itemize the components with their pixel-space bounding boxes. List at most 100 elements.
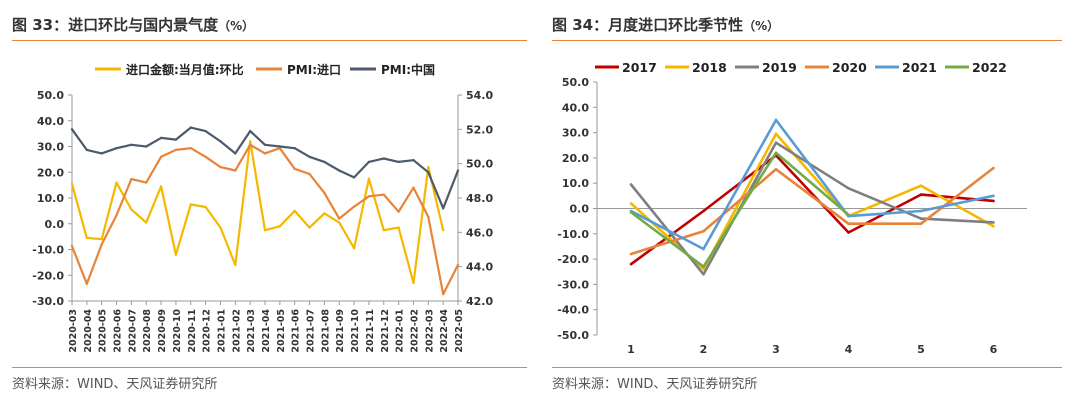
x-tick-label: 2021-02	[231, 309, 242, 353]
data-point	[992, 166, 995, 170]
data-point	[702, 272, 705, 276]
legend-label: 2021	[902, 60, 937, 75]
data-point	[115, 181, 118, 184]
x-tick-label: 2020-09	[157, 309, 168, 353]
data-point	[397, 160, 400, 164]
data-point	[367, 177, 371, 180]
data-point	[174, 253, 178, 256]
x-tick-label: 2021-07	[306, 309, 317, 353]
data-point	[847, 231, 850, 234]
data-point	[702, 265, 705, 268]
data-point	[441, 207, 445, 210]
data-point	[130, 177, 133, 181]
legend-label: 2020	[832, 60, 867, 75]
data-point	[629, 252, 633, 256]
data-point	[338, 169, 341, 172]
data-point	[412, 186, 415, 189]
series-line-2019	[629, 141, 994, 276]
data-point	[919, 209, 923, 213]
data-point	[115, 213, 118, 217]
y-tick-label: -50.0	[557, 329, 589, 342]
right-y-tick-label: 50.0	[466, 158, 493, 171]
right-figure-panel: 图 34：月度进口环比季节性（%） 50.0 40.0 30.0 20.0 10.0 0.…	[540, 0, 1080, 404]
data-point	[159, 136, 163, 140]
data-point	[847, 222, 850, 225]
data-point	[382, 228, 385, 232]
data-point	[174, 148, 178, 152]
data-point	[219, 226, 222, 229]
data-point	[992, 194, 995, 198]
data-point	[992, 221, 995, 224]
series-line-2022	[630, 151, 850, 268]
data-point	[234, 169, 237, 172]
figure-33-title-text: 图 33：进口环比与国内景气度	[12, 16, 219, 34]
data-point	[204, 205, 207, 209]
x-tick-label: 3	[772, 343, 780, 356]
data-point	[85, 282, 89, 286]
series-line-series-left	[70, 140, 445, 285]
x-tick-label: 2022-02	[409, 309, 420, 353]
data-point	[159, 185, 163, 188]
data-point	[100, 152, 103, 155]
data-point	[847, 186, 850, 190]
data-point	[70, 244, 74, 248]
x-tick-label: 2020-04	[83, 309, 94, 353]
data-point	[397, 226, 400, 229]
data-point	[293, 167, 296, 171]
data-point	[130, 208, 133, 211]
data-point	[234, 263, 237, 267]
data-point	[100, 243, 103, 246]
y-tick-label: -10.0	[557, 228, 589, 241]
y-tick-label: 40.0	[562, 101, 589, 114]
x-tick-label: 2022-03	[424, 309, 435, 353]
right-y-tick-label: 52.0	[466, 123, 493, 136]
legend-label: 2017	[622, 60, 657, 75]
y-tick-label: 50.0	[562, 76, 589, 89]
right-y-tick-label: 42.0	[466, 295, 493, 308]
data-point	[130, 143, 133, 146]
data-point	[323, 212, 326, 215]
data-point	[293, 147, 296, 150]
figure-34-source: 资料来源：WIND、天风证券研究所	[552, 377, 758, 392]
x-tick-label: 2021-01	[216, 309, 227, 353]
left-y-tick-label: 40.0	[37, 115, 64, 128]
import-mom-seasonality-chart: 50.0 40.0 30.0 20.0 10.0 0.0 -10.0 -20.0 -30.0 -4…	[557, 60, 1027, 356]
x-tick-label: 2022-04	[439, 309, 450, 353]
figure-34-title: 图 34：月度进口环比季节性（%）	[552, 14, 779, 35]
data-point	[323, 160, 326, 164]
data-point	[774, 141, 778, 145]
data-point	[352, 176, 356, 179]
data-point	[278, 225, 282, 228]
y-tick-label: -40.0	[557, 304, 589, 317]
data-point	[70, 128, 74, 131]
source-rule	[552, 367, 1062, 368]
left-y-tick-label: -20.0	[32, 269, 64, 282]
data-point	[85, 236, 89, 240]
data-point	[397, 210, 400, 213]
left-y-tick-label: -30.0	[32, 295, 64, 308]
data-point	[382, 193, 385, 196]
left-y-tick-label: 0.0	[45, 218, 65, 231]
data-point	[308, 172, 311, 176]
data-point	[412, 159, 415, 162]
x-tick-label: 2	[700, 343, 708, 356]
figure-33-title: 图 33：进口环比与国内景气度（%）	[12, 14, 254, 35]
x-tick-label: 2021-08	[320, 309, 331, 353]
figure-33-source: 资料来源：WIND、天风证券研究所	[12, 377, 218, 392]
data-point	[919, 193, 923, 196]
legend-label: 2018	[692, 60, 727, 75]
figure-33-title-unit: （%）	[218, 19, 255, 33]
title-rule	[552, 40, 1062, 41]
y-tick-label: 30.0	[562, 127, 589, 140]
data-point	[115, 147, 118, 150]
data-point	[293, 209, 296, 213]
data-point	[702, 229, 705, 233]
data-point	[774, 167, 778, 171]
series-line-pmi-right	[71, 126, 460, 210]
x-tick-label: 2021-11	[365, 309, 376, 353]
data-point	[774, 118, 778, 122]
x-tick-label: 2021-10	[350, 309, 361, 353]
y-tick-label: -20.0	[557, 253, 589, 266]
data-point	[456, 263, 460, 267]
data-point	[234, 152, 237, 155]
